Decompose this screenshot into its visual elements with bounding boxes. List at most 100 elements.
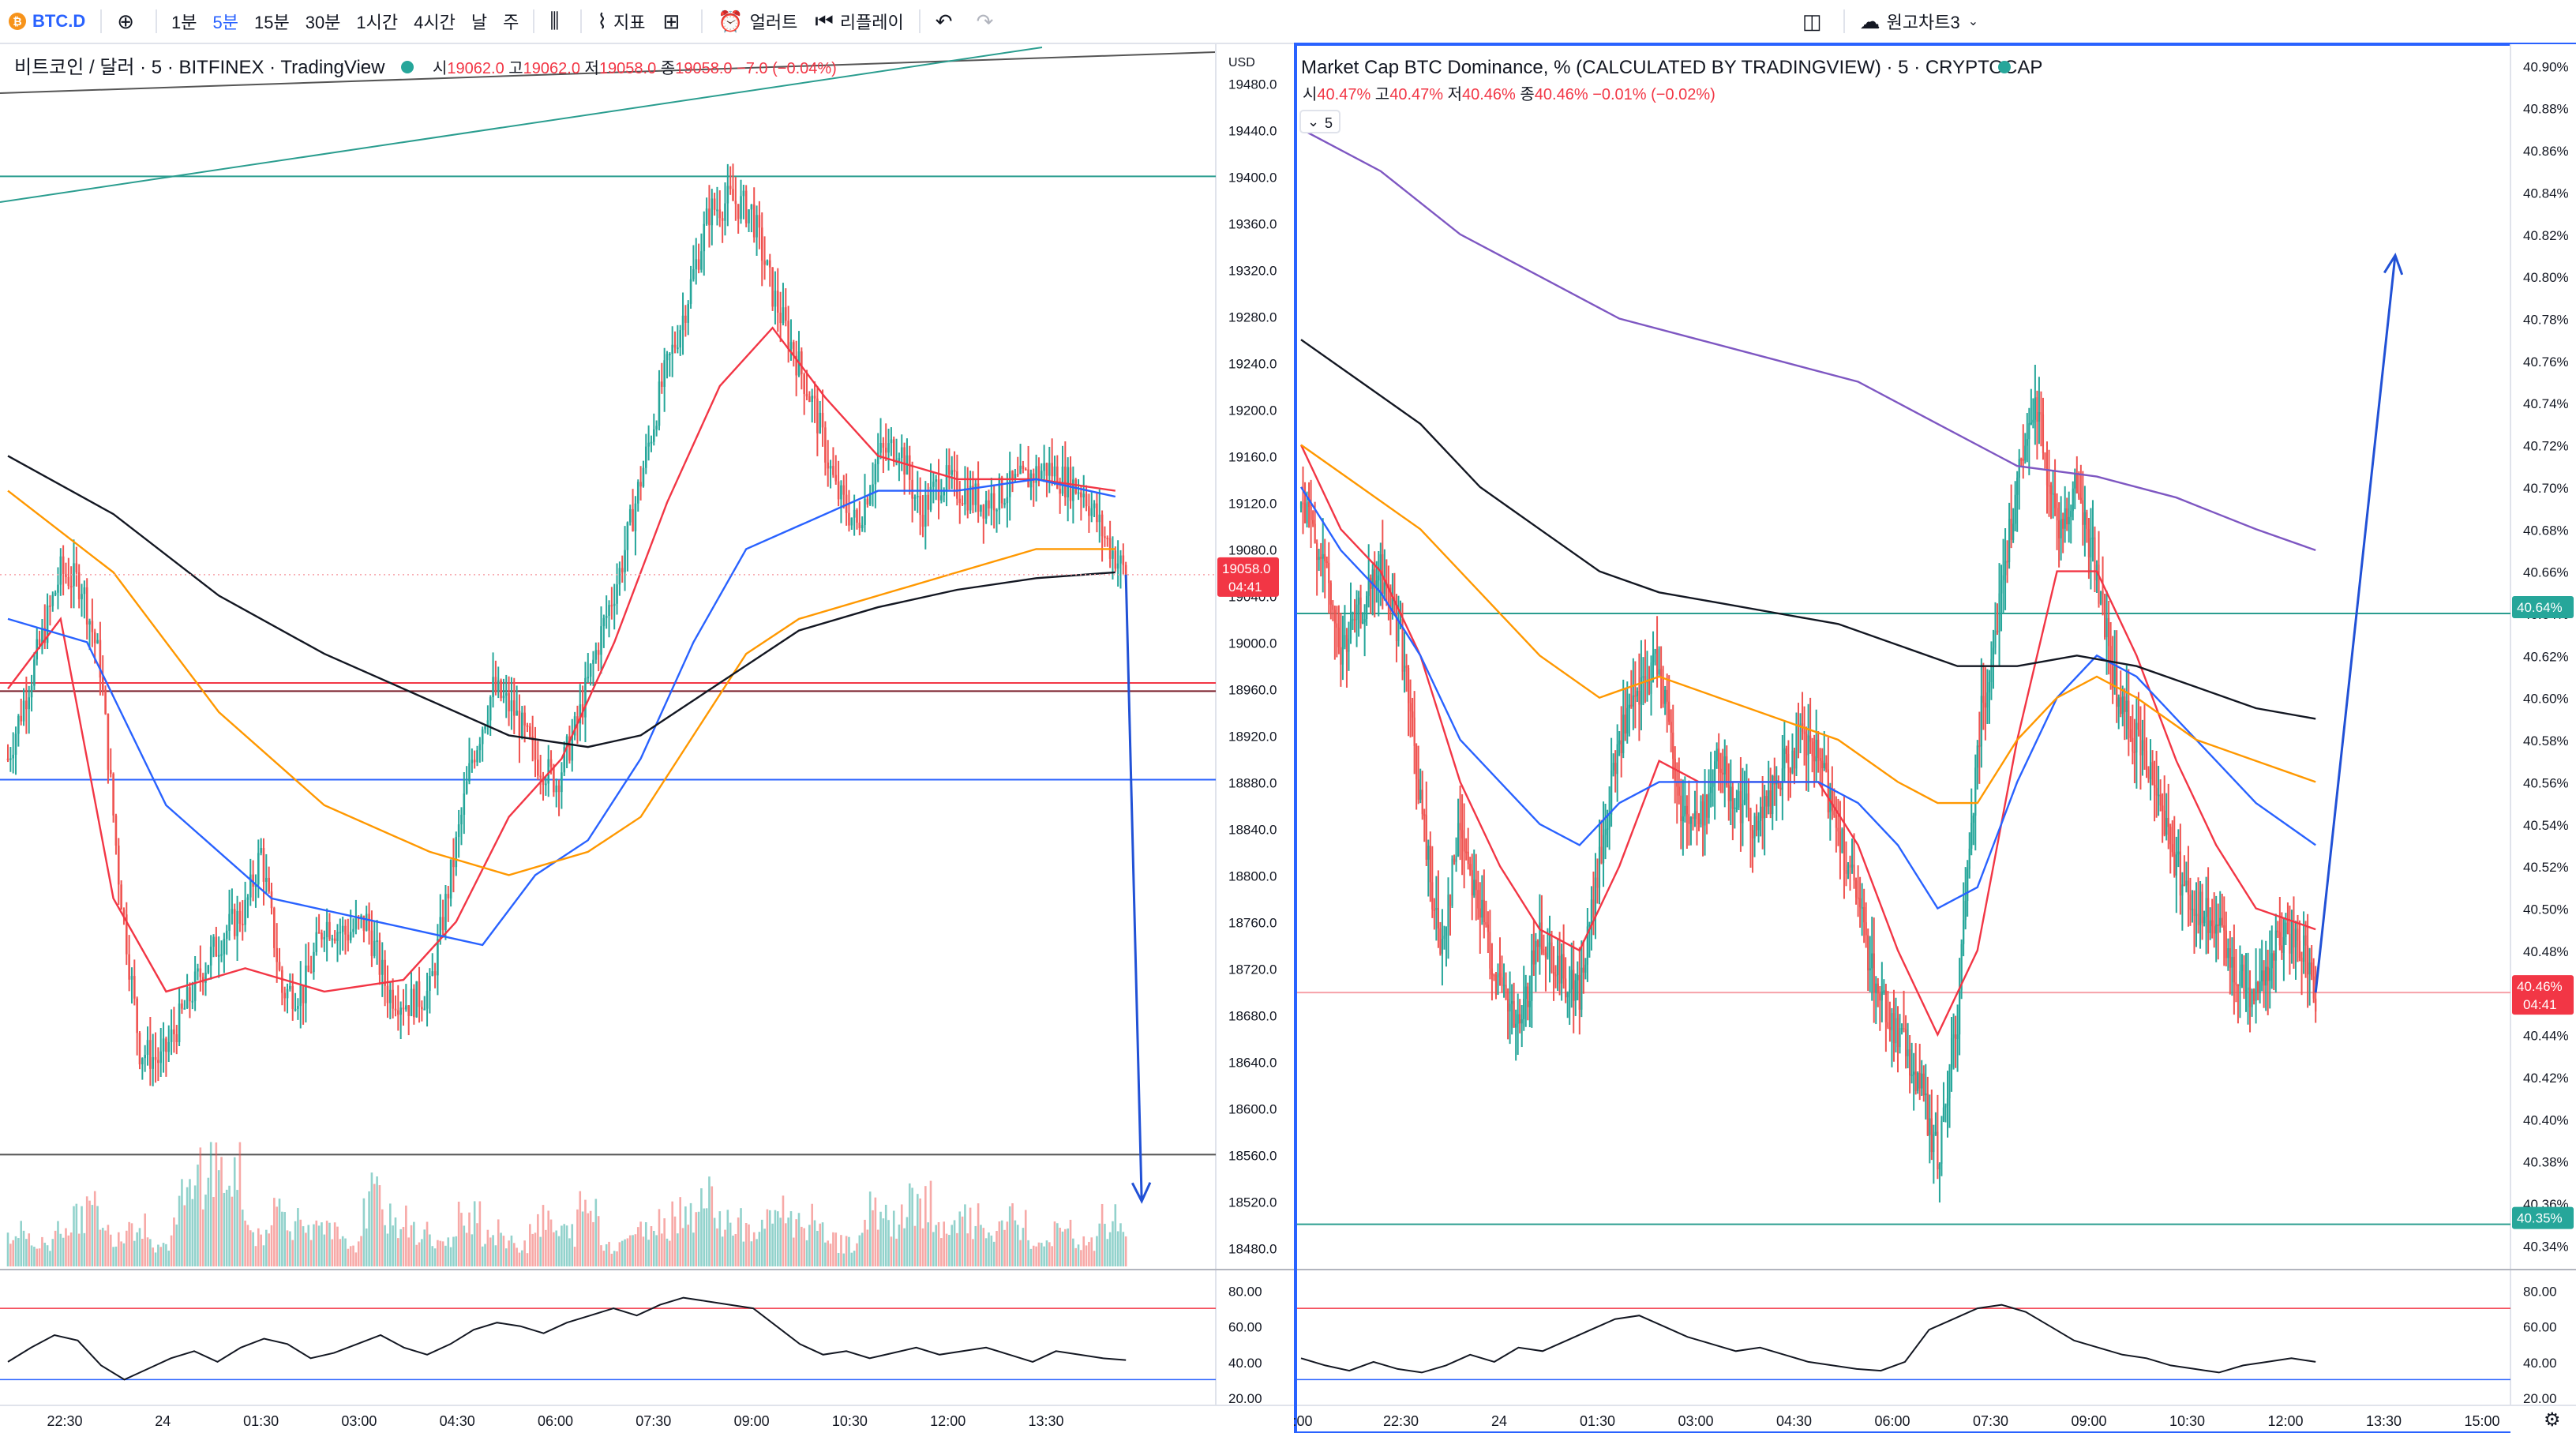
interval-5[interactable]: 4시간	[414, 13, 456, 32]
candle-body	[2120, 697, 2122, 715]
candle-body	[2225, 930, 2227, 958]
trend-line[interactable]	[0, 51, 1217, 94]
candle-body	[2145, 750, 2148, 770]
price-axis-bg	[1216, 44, 1295, 1433]
volume-bar	[523, 1240, 526, 1266]
candle-body	[2102, 591, 2104, 595]
candle-body	[1799, 723, 1802, 727]
volume-bar	[948, 1235, 951, 1266]
candle-body	[117, 845, 120, 885]
candle-body	[2113, 666, 2116, 688]
volume-bar	[729, 1222, 732, 1266]
interval-0[interactable]: 1분	[171, 13, 197, 32]
volume-bar	[471, 1234, 474, 1266]
left-currency[interactable]: USD	[1228, 56, 1255, 69]
candle-body	[1739, 791, 1742, 823]
candle-body	[133, 976, 136, 999]
candle-body	[2137, 722, 2140, 730]
projection-arrow[interactable]	[2314, 255, 2397, 993]
candle-body	[1877, 983, 1879, 994]
symbol-search[interactable]: ₿ BTC.D	[0, 0, 94, 43]
candle-body	[605, 615, 608, 618]
candle-body	[734, 201, 737, 204]
candle-body	[2201, 891, 2203, 924]
candle-body	[2056, 508, 2058, 521]
candle-body	[1096, 503, 1098, 523]
chart-type-button[interactable]: ⫼	[541, 0, 574, 43]
interval-group: 1분 5분 15분 30분 1시간 4시간 날 주	[163, 0, 527, 43]
interval-7[interactable]: 주	[503, 13, 519, 32]
candle-body	[99, 640, 102, 678]
candle-body	[486, 720, 489, 726]
layout-name-button[interactable]: ☁ 원고차트3 ⌄	[1851, 0, 1988, 43]
price-tick: 40.58%	[2523, 733, 2569, 748]
candle-body	[1646, 681, 1648, 684]
interval-3[interactable]: 30분	[305, 13, 341, 32]
interval-6[interactable]: 날	[471, 13, 488, 32]
candle-body	[2062, 519, 2064, 529]
candle-body	[347, 934, 350, 941]
rsi-tick: 40.00	[2523, 1356, 2557, 1371]
compare-button[interactable]: ⊕	[108, 0, 149, 43]
interval-1[interactable]: 5분	[212, 13, 238, 32]
gear-icon[interactable]: ⚙	[2544, 1409, 2561, 1431]
candle-body	[903, 447, 906, 475]
volume-bar	[410, 1225, 413, 1266]
candle-body	[884, 448, 887, 453]
candle-body	[2251, 988, 2253, 1007]
candle-body	[705, 208, 708, 224]
layout-split-button[interactable]: ◫	[1794, 0, 1837, 43]
candle-body	[1689, 817, 1693, 824]
candle-body	[758, 215, 761, 228]
candle-body	[2205, 898, 2207, 917]
replay-button[interactable]: ⏮ 리플레이	[806, 0, 912, 43]
candle-body	[22, 700, 25, 722]
volume-bar	[958, 1211, 962, 1266]
undo-button[interactable]: ↶	[927, 0, 968, 43]
interval-2[interactable]: 15분	[253, 13, 290, 32]
volume-bar	[1037, 1242, 1041, 1266]
candle-body	[813, 396, 816, 399]
redo-button[interactable]: ↷	[968, 0, 1009, 43]
toolbar-divider	[918, 9, 921, 33]
indicators-button[interactable]: ⌇ 지표	[588, 0, 654, 43]
candle-body	[1303, 503, 1307, 523]
legend-collapse-button[interactable]	[1299, 110, 1340, 133]
candle-body	[2173, 852, 2176, 876]
price-tick: 40.78%	[2523, 312, 2569, 327]
candle-body	[1543, 949, 1545, 953]
price-tick: 40.44%	[2523, 1029, 2569, 1044]
candle-body	[724, 203, 726, 221]
alert-button[interactable]: ⏰ 얼러트	[709, 0, 806, 43]
candle-body	[1704, 794, 1706, 826]
candle-body	[1119, 555, 1122, 564]
time-tick: 13:30	[2366, 1413, 2402, 1429]
candle-body	[217, 955, 220, 957]
candle-body	[9, 758, 12, 760]
volume-bar	[579, 1191, 582, 1266]
interval-4[interactable]: 1시간	[356, 13, 399, 32]
candle-body	[1978, 745, 1981, 748]
candle-body	[882, 442, 885, 448]
volume-bar	[737, 1217, 740, 1266]
templates-button[interactable]: ⊞	[654, 0, 696, 43]
candle-body	[2281, 945, 2283, 953]
volume-bar	[302, 1226, 305, 1266]
candle-body	[748, 209, 750, 223]
candle-body	[1929, 1118, 1931, 1135]
candle-body	[112, 773, 114, 816]
candle-body	[613, 603, 616, 606]
left-pane[interactable]: 19480.019440.019400.019360.019320.019280…	[0, 44, 1295, 1433]
ohlc-key: 종	[661, 60, 675, 77]
volume-bar	[429, 1234, 431, 1266]
candle-body	[1459, 823, 1461, 831]
candle-body	[1040, 471, 1043, 479]
projection-arrow[interactable]	[1124, 574, 1143, 1202]
candle-body	[1610, 770, 1613, 815]
candle-body	[1024, 468, 1027, 471]
volume-bar	[241, 1210, 244, 1266]
volume-bar	[294, 1221, 297, 1266]
candle-body	[861, 525, 864, 528]
right-pane[interactable]: 40.90%40.88%40.86%40.84%40.82%40.80%40.7…	[1292, 43, 2576, 1433]
